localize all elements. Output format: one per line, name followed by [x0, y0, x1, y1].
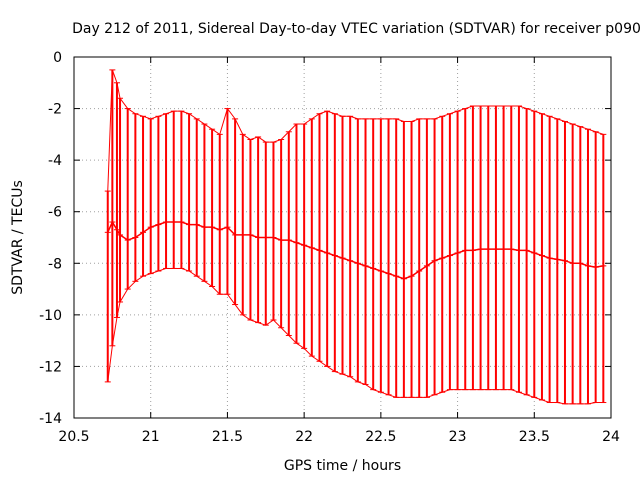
mean-line [107, 220, 604, 280]
lower-envelope-line [107, 267, 604, 405]
y-tick-label: -12 [39, 359, 62, 375]
y-tick-label: -8 [48, 256, 62, 272]
y-axis-label: SDTVAR / TECUs [10, 180, 26, 295]
x-tick-label: 21.5 [212, 429, 243, 445]
x-axis-label: GPS time / hours [284, 458, 401, 474]
x-tick-label: 20.5 [58, 429, 89, 445]
x-tick-label: 22.5 [365, 429, 396, 445]
data-series [104, 69, 607, 405]
y-tick-label: -2 [48, 102, 62, 118]
plot-frame [73, 56, 612, 419]
y-tick-label: -4 [48, 153, 62, 169]
x-tick-label: 23.5 [519, 429, 550, 445]
y-tick-label: -6 [48, 205, 62, 221]
y-tick-label: 0 [53, 50, 62, 66]
y-tick-label: -10 [39, 308, 62, 324]
y-tick-label: -14 [39, 411, 62, 427]
x-tick-label: 24 [602, 429, 620, 445]
x-tick-label: 21 [142, 429, 160, 445]
upper-envelope-line [107, 69, 604, 192]
x-tick-label: 23 [449, 429, 467, 445]
chart-title: Day 212 of 2011, Sidereal Day-to-day VTE… [72, 21, 640, 37]
axis-ticks: 20.5 21 21.5 22 22.5 23 23.5 24 -14 -12 -10 -8 -6 -4 -… [39, 50, 620, 445]
x-tick-label: 22 [295, 429, 313, 445]
